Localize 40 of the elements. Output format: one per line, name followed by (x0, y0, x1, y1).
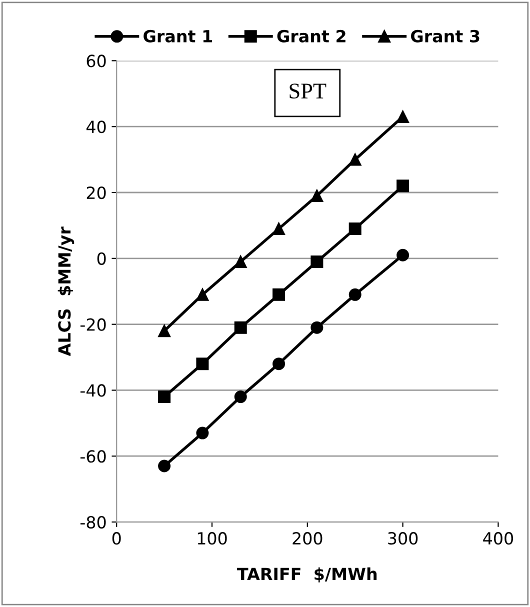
point (396, 248, 410, 262)
point (158, 460, 171, 472)
point (234, 255, 247, 268)
point (158, 390, 171, 404)
y-tick-label: 60 (86, 54, 106, 68)
point (396, 110, 410, 123)
y-tick-label: -60 (80, 450, 106, 463)
point (310, 321, 324, 334)
legend-label: Grant 2 (277, 30, 346, 42)
x-tick-label: 0 (112, 532, 121, 545)
point (310, 190, 324, 202)
point (396, 180, 410, 192)
y-tick-label: 40 (86, 120, 106, 134)
annotation: SPT (290, 84, 326, 99)
point (348, 153, 362, 166)
legend-label: Grant 3 (411, 30, 480, 42)
x-tick-label: 400 (483, 532, 513, 545)
point (348, 288, 362, 301)
x-tick-label: 100 (198, 532, 227, 545)
point (196, 426, 209, 440)
point (158, 324, 171, 338)
point (196, 358, 209, 370)
point (196, 288, 209, 301)
y-tick-label: 20 (86, 186, 106, 200)
x-tick-label: 200 (292, 532, 322, 545)
y-tick-label: -80 (80, 516, 106, 529)
point (272, 222, 286, 236)
point (272, 288, 286, 301)
point (234, 321, 247, 334)
x-tick-label: 300 (388, 532, 418, 545)
y-tick-label: 0 (97, 252, 106, 265)
legend-label: Grant 1 (144, 30, 212, 42)
point (272, 358, 286, 370)
point (310, 255, 324, 268)
point (234, 390, 247, 404)
y-tick-label: -20 (80, 318, 106, 331)
y-tick-label: -40 (80, 384, 106, 397)
y-axis-title: ALCS $MM/yr (58, 226, 74, 356)
point (348, 222, 362, 236)
x-axis-title: TARIFF $/MWh (237, 567, 377, 582)
